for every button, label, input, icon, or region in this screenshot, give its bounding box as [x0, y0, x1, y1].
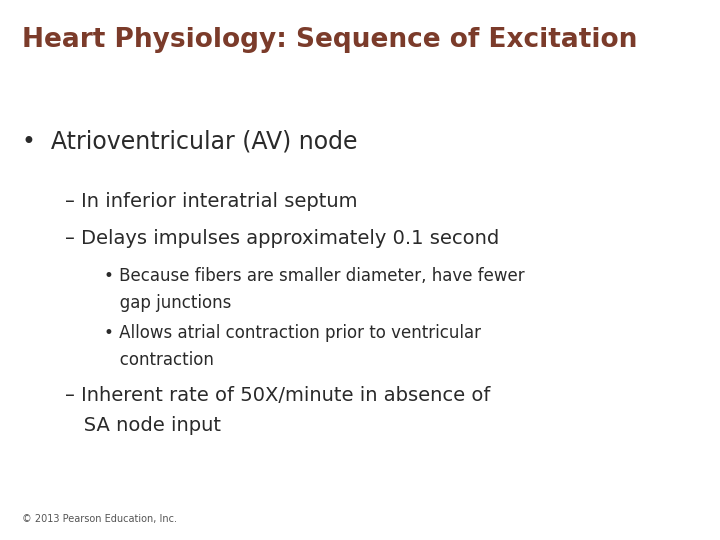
- Text: • Because fibers are smaller diameter, have fewer: • Because fibers are smaller diameter, h…: [104, 267, 525, 285]
- Text: Heart Physiology: Sequence of Excitation: Heart Physiology: Sequence of Excitation: [22, 27, 637, 53]
- Text: contraction: contraction: [104, 351, 215, 369]
- Text: © 2013 Pearson Education, Inc.: © 2013 Pearson Education, Inc.: [22, 514, 176, 524]
- Text: gap junctions: gap junctions: [104, 294, 232, 312]
- Text: • Allows atrial contraction prior to ventricular: • Allows atrial contraction prior to ven…: [104, 324, 482, 342]
- Text: •  Atrioventricular (AV) node: • Atrioventricular (AV) node: [22, 130, 357, 153]
- Text: – Delays impulses approximately 0.1 second: – Delays impulses approximately 0.1 seco…: [65, 230, 499, 248]
- Text: – In inferior interatrial septum: – In inferior interatrial septum: [65, 192, 357, 211]
- Text: SA node input: SA node input: [65, 416, 221, 435]
- Text: – Inherent rate of 50X/minute in absence of: – Inherent rate of 50X/minute in absence…: [65, 386, 490, 405]
